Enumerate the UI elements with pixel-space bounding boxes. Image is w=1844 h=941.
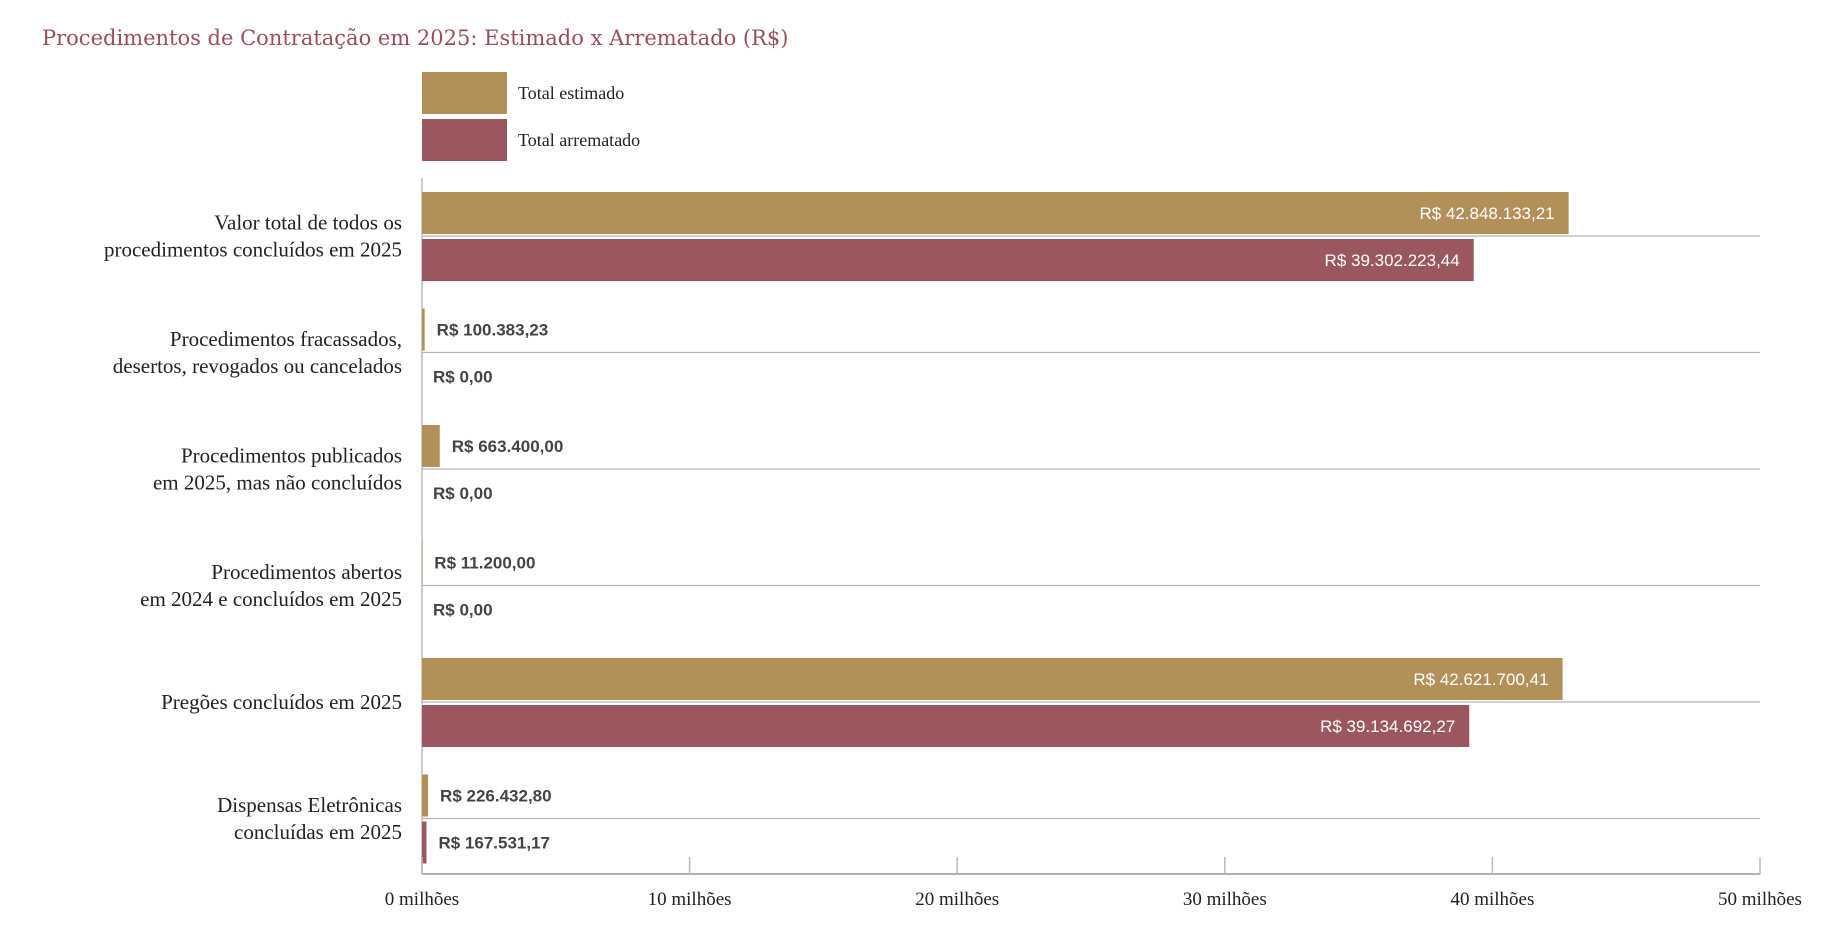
data-label: R$ 39.134.692,27 [1320, 717, 1455, 736]
bar-estimado [422, 774, 429, 817]
x-tick-label: 30 milhões [1183, 889, 1267, 910]
legend: Total estimado Total arrematado [422, 72, 640, 161]
data-label: R$ 100.383,23 [437, 321, 549, 340]
plot-area: Valor total de todos os procedimentos con… [104, 178, 1802, 910]
data-label: R$ 11.200,00 [434, 554, 535, 573]
legend-swatch [422, 119, 507, 161]
category-label: Valor total de todos os [214, 211, 402, 235]
category-label: concluídas em 2025 [234, 820, 402, 844]
legend-label: Total arrematado [518, 130, 640, 150]
category-label: Procedimentos fracassados, [170, 327, 402, 351]
data-label: R$ 42.621.700,41 [1413, 670, 1548, 689]
bar-estimado [422, 308, 425, 351]
data-label: R$ 226.432,80 [440, 787, 552, 806]
chart-title: Procedimentos de Contratação em 2025: Es… [42, 26, 788, 50]
category-label: Procedimentos abertos [211, 560, 402, 584]
x-tick-label: 0 milhões [385, 889, 459, 910]
legend-swatch [422, 72, 507, 114]
category-label: desertos, revogados ou cancelados [113, 354, 402, 378]
x-tick-label: 20 milhões [915, 889, 999, 910]
x-tick-label: 50 milhões [1718, 889, 1802, 910]
data-label: R$ 167.531,17 [438, 834, 550, 853]
category-label: procedimentos concluídos em 2025 [104, 238, 402, 262]
category-label: Procedimentos publicados [181, 444, 402, 468]
category-label: em 2024 e concluídos em 2025 [140, 587, 402, 611]
data-label: R$ 0,00 [433, 601, 493, 620]
data-label: R$ 663.400,00 [452, 437, 564, 456]
bar-estimado [422, 192, 1569, 234]
bar-arrematado [422, 239, 1474, 281]
data-label: R$ 42.848.133,21 [1419, 204, 1554, 223]
category-label: em 2025, mas não concluídos [153, 471, 402, 495]
bar-arrematado [422, 821, 427, 864]
data-label: R$ 0,00 [433, 484, 493, 503]
category-label: Dispensas Eletrônicas [217, 793, 402, 817]
legend-label: Total estimado [518, 83, 624, 103]
bar-arrematado [422, 705, 1470, 747]
data-label: R$ 39.302.223,44 [1325, 251, 1460, 270]
x-tick-label: 10 milhões [648, 889, 732, 910]
bar-estimado [422, 425, 440, 467]
x-tick-label: 40 milhões [1450, 889, 1534, 910]
category-label: Pregões concluídos em 2025 [161, 690, 402, 714]
data-label: R$ 0,00 [433, 368, 493, 387]
bar-estimado [422, 658, 1563, 700]
